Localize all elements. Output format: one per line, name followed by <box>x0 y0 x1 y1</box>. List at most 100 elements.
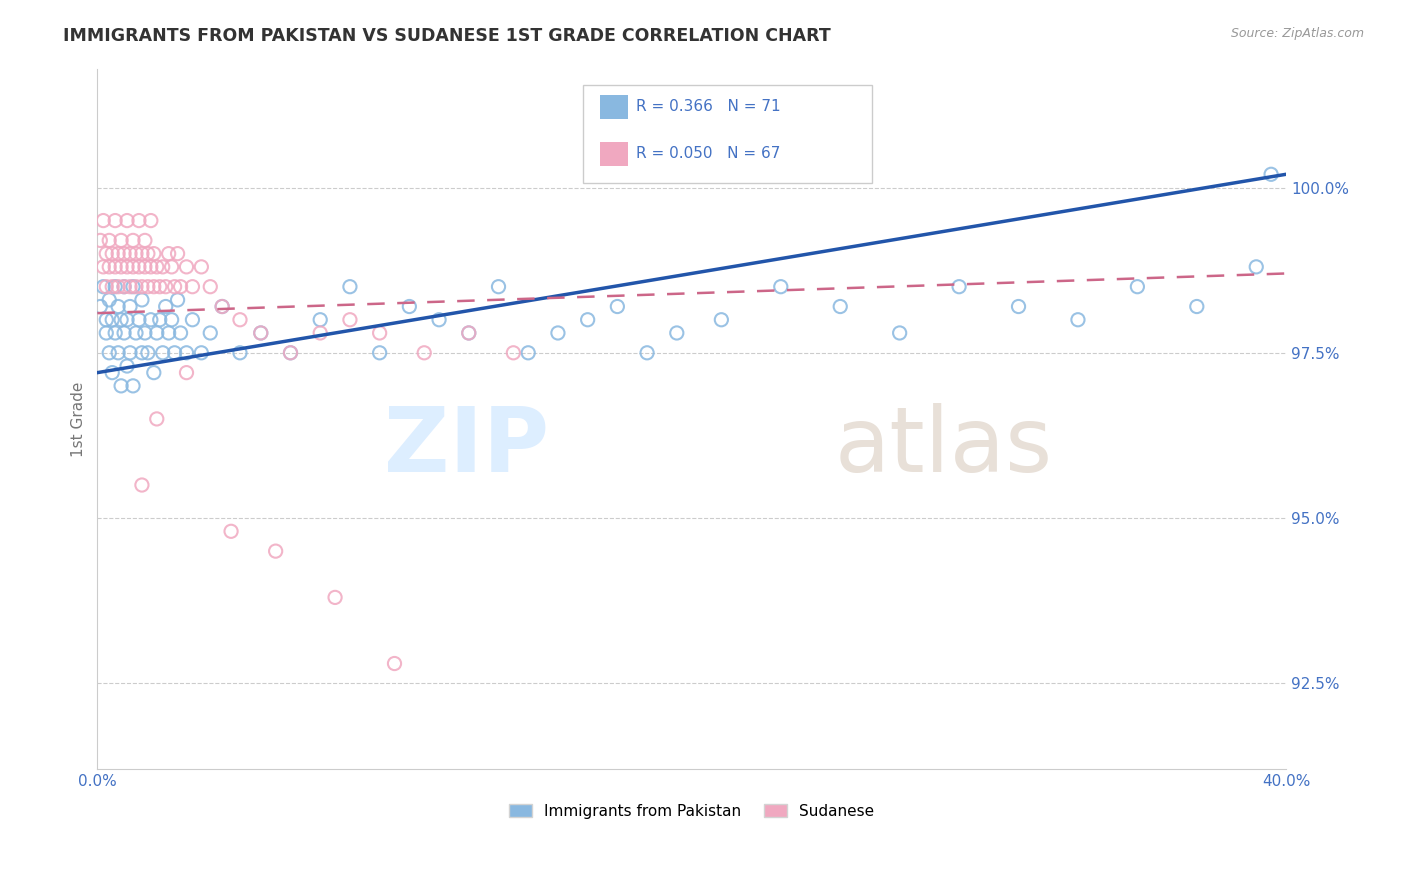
Point <box>309 312 332 326</box>
Point <box>889 326 911 340</box>
Point <box>1126 279 1149 293</box>
Point <box>139 312 162 326</box>
Point <box>112 246 135 260</box>
Point <box>112 326 135 340</box>
Point <box>1067 312 1090 326</box>
Point <box>769 279 792 293</box>
Point <box>176 366 198 380</box>
Point <box>1185 300 1208 314</box>
Point <box>136 346 159 360</box>
Point <box>323 591 346 605</box>
Point <box>309 326 332 340</box>
Point <box>190 260 212 274</box>
Text: R = 0.050   N = 67: R = 0.050 N = 67 <box>636 146 780 161</box>
Point <box>142 246 165 260</box>
Point <box>219 524 242 539</box>
Point <box>101 366 124 380</box>
Point <box>229 346 252 360</box>
Point <box>125 246 148 260</box>
Point <box>134 234 156 248</box>
Point <box>339 279 361 293</box>
Point <box>166 293 188 307</box>
Point <box>89 300 111 314</box>
Point <box>163 346 186 360</box>
Point <box>200 326 222 340</box>
Point <box>115 260 138 274</box>
Point <box>107 346 129 360</box>
Point <box>125 279 148 293</box>
Point <box>122 234 145 248</box>
Point <box>128 260 150 274</box>
Text: IMMIGRANTS FROM PAKISTAN VS SUDANESE 1ST GRADE CORRELATION CHART: IMMIGRANTS FROM PAKISTAN VS SUDANESE 1ST… <box>63 27 831 45</box>
Point <box>104 260 127 274</box>
Point <box>665 326 688 340</box>
Point <box>200 279 222 293</box>
Point <box>122 279 145 293</box>
Point <box>384 657 406 671</box>
Point <box>128 312 150 326</box>
Point <box>107 279 129 293</box>
Point <box>166 246 188 260</box>
Point <box>131 293 153 307</box>
Point <box>131 279 153 293</box>
Point <box>181 312 204 326</box>
Point <box>948 279 970 293</box>
Point <box>112 279 135 293</box>
Point <box>636 346 658 360</box>
Point <box>1260 167 1282 181</box>
Point <box>190 346 212 360</box>
Point <box>163 279 186 293</box>
Point <box>155 300 177 314</box>
Point <box>249 326 271 340</box>
Point <box>131 478 153 492</box>
Text: ZIP: ZIP <box>384 403 548 491</box>
Point <box>96 279 118 293</box>
Point <box>547 326 569 340</box>
Point <box>101 246 124 260</box>
Point <box>576 312 599 326</box>
Point <box>368 326 391 340</box>
Point <box>142 366 165 380</box>
Point <box>211 300 233 314</box>
Text: Source: ZipAtlas.com: Source: ZipAtlas.com <box>1230 27 1364 40</box>
Point <box>211 300 233 314</box>
Point <box>149 312 172 326</box>
Point <box>115 312 138 326</box>
Point <box>115 213 138 227</box>
Point <box>830 300 852 314</box>
Point <box>91 213 114 227</box>
Point <box>457 326 479 340</box>
Point <box>91 279 114 293</box>
Point <box>118 300 141 314</box>
Point <box>1007 300 1029 314</box>
Point <box>139 260 162 274</box>
Point <box>98 346 121 360</box>
Point <box>502 346 524 360</box>
Point <box>118 346 141 360</box>
Point <box>89 234 111 248</box>
Point <box>280 346 302 360</box>
Point <box>139 213 162 227</box>
Y-axis label: 1st Grade: 1st Grade <box>72 381 86 457</box>
Point <box>264 544 287 558</box>
Point <box>152 260 174 274</box>
Point <box>146 326 169 340</box>
Point <box>155 279 177 293</box>
Point <box>118 279 141 293</box>
Point <box>104 213 127 227</box>
Text: atlas: atlas <box>834 403 1053 491</box>
Point <box>176 260 198 274</box>
Point <box>157 326 180 340</box>
Point <box>398 300 420 314</box>
Point <box>169 326 191 340</box>
Point <box>710 312 733 326</box>
Point <box>101 312 124 326</box>
Point <box>131 246 153 260</box>
Point <box>517 346 540 360</box>
Point <box>104 279 127 293</box>
Point <box>160 312 183 326</box>
Point <box>368 346 391 360</box>
Point <box>122 379 145 393</box>
Point <box>134 260 156 274</box>
Point <box>131 346 153 360</box>
